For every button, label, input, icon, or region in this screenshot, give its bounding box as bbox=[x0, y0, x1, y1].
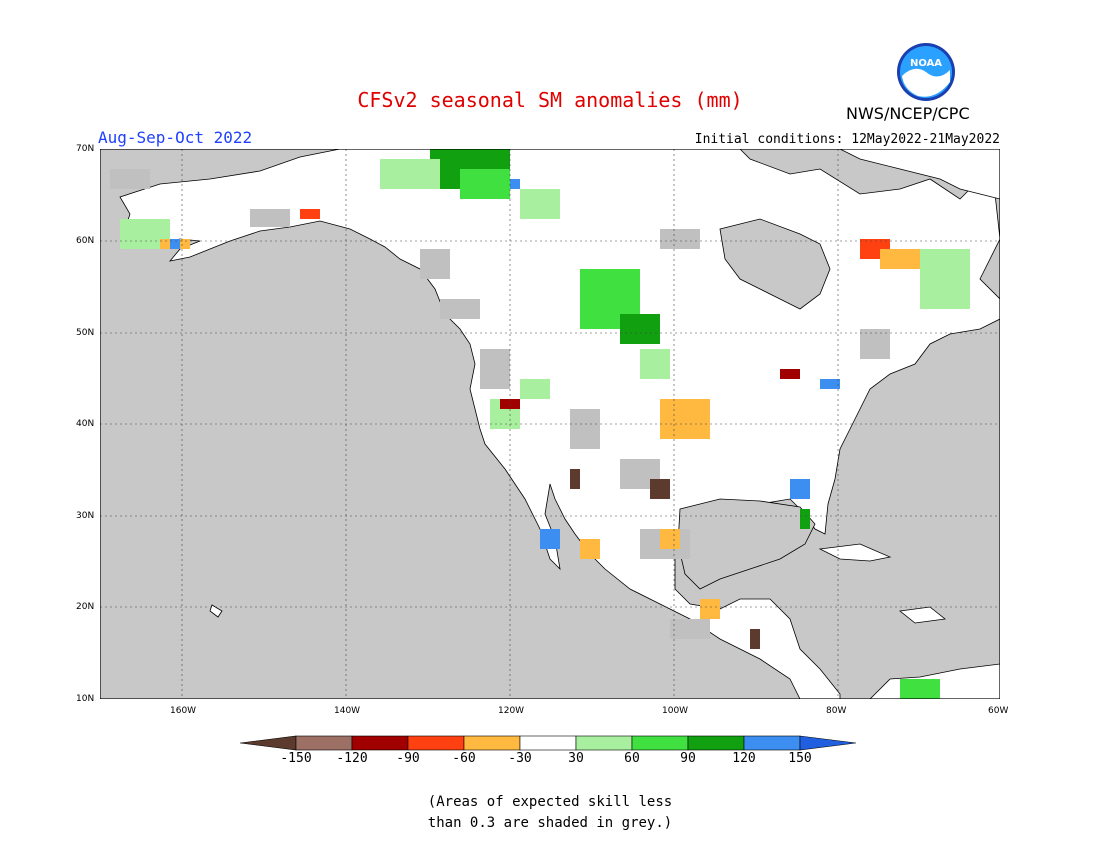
lon-label-80w: 80W bbox=[826, 706, 847, 716]
colorbar-tick-label: 120 bbox=[732, 751, 756, 766]
colorbar-cell bbox=[743, 735, 801, 751]
lat-label-20n: 20N bbox=[76, 602, 95, 612]
colorbar-tick-label: -120 bbox=[336, 751, 368, 766]
grid-lines bbox=[100, 149, 1000, 699]
lon-label-140w: 140W bbox=[334, 706, 361, 716]
colorbar-cell bbox=[351, 735, 409, 751]
agency-label: NWS/NCEP/CPC bbox=[846, 104, 970, 123]
lat-label-60n: 60N bbox=[76, 236, 95, 246]
lat-label-30n: 30N bbox=[76, 511, 95, 521]
colorbar-cell bbox=[631, 735, 689, 751]
anomaly-cells bbox=[120, 149, 970, 699]
colorbar-cell bbox=[463, 735, 521, 751]
colorbar-tick-label: 90 bbox=[680, 751, 696, 766]
map-title: CFSv2 seasonal SM anomalies (mm) bbox=[357, 88, 743, 112]
lon-label-120w: 120W bbox=[498, 706, 525, 716]
lat-label-70n: 70N bbox=[76, 144, 95, 154]
skill-note: (Areas of expected skill less than 0.3 a… bbox=[0, 792, 1100, 834]
gulf-of-mexico bbox=[677, 498, 816, 590]
colorbar-tick-label: -30 bbox=[508, 751, 532, 766]
lat-label-40n: 40N bbox=[76, 419, 95, 429]
colorbar-cell bbox=[575, 735, 633, 751]
colorbar-tick-label: -60 bbox=[452, 751, 476, 766]
noaa-logo: NOAA bbox=[897, 43, 955, 101]
lon-label-100w: 100W bbox=[662, 706, 689, 716]
land-greenland bbox=[839, 149, 1000, 200]
skill-note-line-1: (Areas of expected skill less bbox=[427, 794, 673, 810]
colorbar-arrow-high bbox=[799, 735, 857, 751]
colorbar-cell bbox=[295, 735, 353, 751]
initial-conditions-label: Initial conditions: 12May2022-21May2022 bbox=[694, 132, 1000, 147]
lon-label-160w: 160W bbox=[170, 706, 197, 716]
colorbar-tick-label: 150 bbox=[788, 751, 812, 766]
logo-text: NOAA bbox=[910, 58, 942, 69]
colorbar-tick-label: -90 bbox=[396, 751, 420, 766]
colorbar-cell bbox=[407, 735, 465, 751]
colorbar bbox=[240, 735, 857, 751]
land-hawaii bbox=[209, 604, 223, 618]
lon-label-60w: 60W bbox=[988, 706, 1009, 716]
land-hispaniola bbox=[899, 606, 946, 624]
colorbar-tick-label: -150 bbox=[280, 751, 312, 766]
skill-note-line-2: than 0.3 are shaded in grey.) bbox=[427, 815, 673, 831]
colorbar-arrow-low bbox=[240, 735, 297, 751]
colorbar-cell bbox=[687, 735, 745, 751]
colorbar-tick-label: 60 bbox=[624, 751, 640, 766]
land-cuba bbox=[818, 543, 892, 562]
lat-label-10n: 10N bbox=[76, 694, 95, 704]
colorbar-tick-label: 30 bbox=[568, 751, 584, 766]
soil-moisture-map bbox=[100, 149, 1000, 699]
colorbar-cell bbox=[519, 735, 577, 751]
hudson-bay bbox=[719, 218, 831, 310]
season-label: Aug-Sep-Oct 2022 bbox=[98, 128, 253, 147]
lat-label-50n: 50N bbox=[76, 328, 95, 338]
